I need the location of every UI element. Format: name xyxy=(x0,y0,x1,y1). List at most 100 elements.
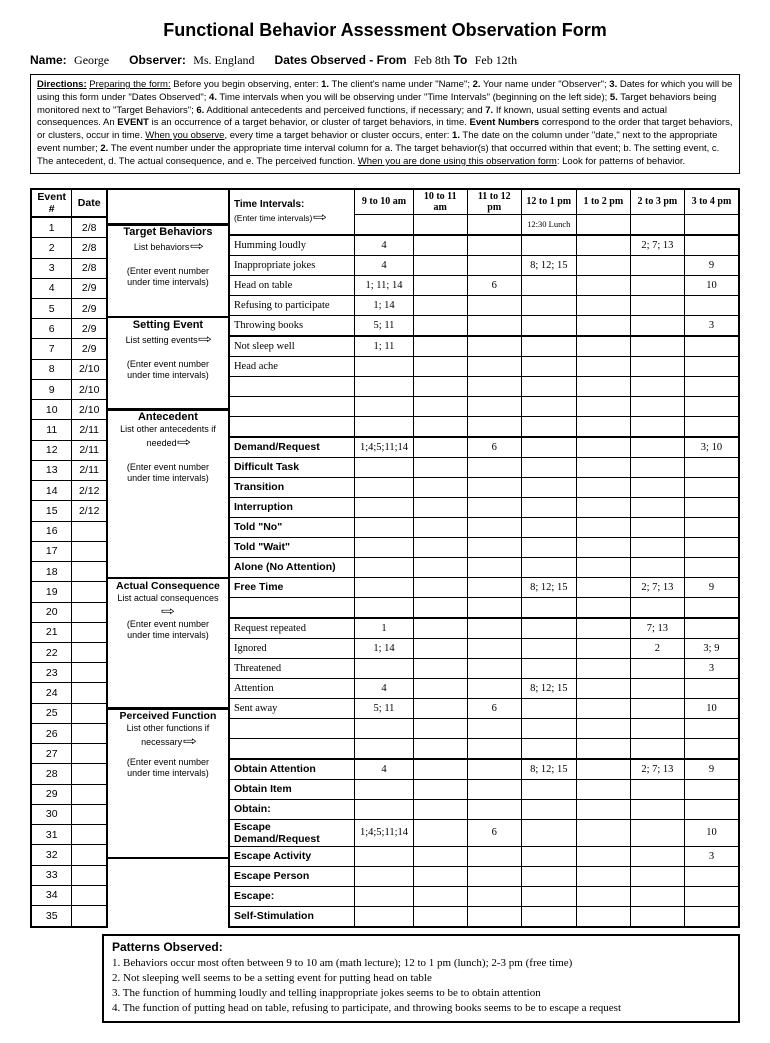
data-cell xyxy=(355,906,413,927)
event-date xyxy=(72,764,107,784)
row-label: Not sleep well xyxy=(229,336,355,357)
data-cell xyxy=(576,638,630,658)
event-date: 2/8 xyxy=(72,258,107,278)
data-cell xyxy=(576,396,630,416)
data-cell xyxy=(467,376,521,396)
data-cell xyxy=(630,738,684,759)
data-cell xyxy=(684,557,739,577)
date-to: Feb 12th xyxy=(475,53,517,67)
data-cell: 8; 12; 15 xyxy=(521,678,576,698)
data-cell xyxy=(684,886,739,906)
data-cell xyxy=(467,618,521,639)
data-cell xyxy=(413,396,467,416)
data-cell xyxy=(684,376,739,396)
data-cell: 9 xyxy=(684,255,739,275)
data-cell xyxy=(630,846,684,866)
data-cell xyxy=(684,356,739,376)
name-label: Name: xyxy=(30,53,67,67)
row-label: Head on table xyxy=(229,275,355,295)
event-num: 25 xyxy=(31,703,72,723)
data-cell xyxy=(684,457,739,477)
data-cell xyxy=(413,906,467,927)
data-cell xyxy=(467,779,521,799)
data-cell xyxy=(355,597,413,618)
data-cell xyxy=(630,866,684,886)
event-num: 33 xyxy=(31,865,72,885)
data-cell xyxy=(630,336,684,357)
data-cell: 5; 11 xyxy=(355,315,413,336)
data-cell xyxy=(684,597,739,618)
data-cell: 1; 14 xyxy=(355,638,413,658)
dates-label: Dates Observed - From xyxy=(275,53,407,67)
data-cell xyxy=(576,779,630,799)
row-label: Difficult Task xyxy=(229,457,355,477)
event-date xyxy=(72,582,107,602)
row-label: Request repeated xyxy=(229,618,355,639)
time-col: 2 to 3 pm xyxy=(630,189,684,215)
data-cell xyxy=(413,846,467,866)
data-cell xyxy=(576,376,630,396)
data-cell xyxy=(684,336,739,357)
date-from: Feb 8th xyxy=(414,53,450,67)
data-cell xyxy=(521,779,576,799)
data-cell xyxy=(467,235,521,256)
data-cell xyxy=(355,846,413,866)
time-col: 12 to 1 pm xyxy=(521,189,576,215)
data-cell xyxy=(413,477,467,497)
data-cell: 2; 7; 13 xyxy=(630,759,684,780)
event-date: 2/8 xyxy=(72,238,107,258)
data-cell xyxy=(521,477,576,497)
data-cell xyxy=(630,906,684,927)
row-label: Obtain Item xyxy=(229,779,355,799)
row-label: Head ache xyxy=(229,356,355,376)
data-cell xyxy=(684,678,739,698)
data-cell xyxy=(355,799,413,819)
data-cell: 10 xyxy=(684,819,739,846)
event-date xyxy=(72,845,107,865)
event-date xyxy=(72,602,107,622)
data-cell xyxy=(467,537,521,557)
data-cell xyxy=(467,759,521,780)
row-label: Escape Person xyxy=(229,866,355,886)
data-cell xyxy=(630,497,684,517)
data-cell xyxy=(576,738,630,759)
data-cell xyxy=(413,275,467,295)
row-label: Free Time xyxy=(229,577,355,597)
data-cell xyxy=(413,497,467,517)
data-cell: 2; 7; 13 xyxy=(630,235,684,256)
data-cell xyxy=(467,255,521,275)
event-num: 19 xyxy=(31,582,72,602)
row-label xyxy=(229,597,355,618)
data-cell: 3 xyxy=(684,658,739,678)
data-cell xyxy=(576,517,630,537)
event-num: 24 xyxy=(31,683,72,703)
data-cell: 8; 12; 15 xyxy=(521,255,576,275)
event-num: 11 xyxy=(31,420,72,440)
data-cell xyxy=(355,738,413,759)
data-cell xyxy=(355,577,413,597)
event-date xyxy=(72,642,107,662)
event-date xyxy=(72,723,107,743)
data-cell xyxy=(576,477,630,497)
data-cell xyxy=(576,416,630,437)
data-cell xyxy=(521,557,576,577)
event-num: 32 xyxy=(31,845,72,865)
data-table: Time Intervals: (Enter time intervals) ⇨… xyxy=(228,188,740,928)
data-cell xyxy=(413,557,467,577)
name-value: George xyxy=(74,53,109,67)
data-cell xyxy=(413,235,467,256)
event-num: 13 xyxy=(31,460,72,480)
data-cell xyxy=(630,376,684,396)
data-cell xyxy=(521,336,576,357)
event-num: 15 xyxy=(31,501,72,521)
data-cell: 9 xyxy=(684,759,739,780)
event-num: 26 xyxy=(31,723,72,743)
data-cell xyxy=(467,396,521,416)
data-cell xyxy=(413,759,467,780)
data-cell xyxy=(521,906,576,927)
data-cell xyxy=(576,497,630,517)
event-table: Event # Date 12/822/832/842/952/962/972/… xyxy=(30,188,108,928)
data-cell xyxy=(521,396,576,416)
data-cell xyxy=(684,799,739,819)
event-num: 27 xyxy=(31,744,72,764)
